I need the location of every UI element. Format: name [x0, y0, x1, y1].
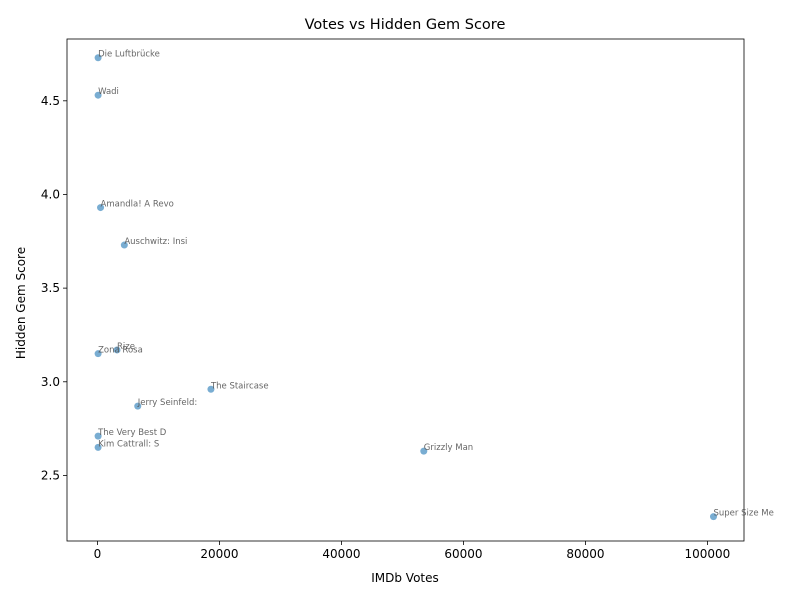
y-tick-label: 4.5	[41, 94, 60, 108]
data-point	[420, 447, 428, 455]
y-axis-label: Hidden Gem Score	[14, 247, 28, 359]
data-point	[94, 54, 102, 62]
x-axis-label: IMDb Votes	[371, 571, 439, 585]
point-label: Die Luftbrücke	[98, 50, 160, 60]
x-tick-label: 60000	[444, 547, 482, 561]
data-point	[94, 350, 102, 358]
point-label: Rize	[117, 342, 135, 352]
point-label: Wadi	[98, 87, 119, 97]
x-tick-label: 100000	[684, 547, 730, 561]
data-point	[120, 241, 128, 249]
point-label: Grizzly Man	[424, 443, 473, 453]
data-point	[113, 346, 121, 354]
point-label: Zona Rosa	[98, 346, 143, 356]
data-point	[207, 385, 215, 393]
data-point	[710, 513, 718, 521]
point-label: Auschwitz: Insi	[124, 237, 187, 247]
chart-title: Votes vs Hidden Gem Score	[305, 17, 506, 33]
point-label: Super Size Me	[714, 509, 774, 519]
data-point	[94, 443, 102, 451]
y-tick-label: 3.0	[41, 375, 60, 389]
x-tick-label: 20000	[200, 547, 238, 561]
x-tick-label: 40000	[322, 547, 360, 561]
y-tick-label: 4.0	[41, 187, 60, 201]
data-points: Die Luftbrücke Wadi Amandla! A Revo Auschwi…	[94, 50, 774, 521]
x-tick-label: 80000	[566, 547, 604, 561]
data-point	[134, 402, 142, 410]
x-axis: 0 20000 40000 60000 80000 100000	[94, 541, 730, 561]
point-label: The Staircase	[210, 381, 269, 391]
y-tick-label: 3.5	[41, 281, 60, 295]
data-point	[97, 204, 105, 212]
data-point	[94, 91, 102, 99]
point-label: Amandla! A Revo	[101, 200, 174, 210]
point-label: The Very Best D	[97, 428, 167, 438]
point-label: Kim Cattrall: S	[98, 439, 159, 449]
plot-area	[66, 38, 745, 542]
x-tick-label: 0	[94, 547, 102, 561]
y-axis: 2.5 3.0 3.5 4.0 4.5	[41, 94, 67, 482]
data-point	[94, 432, 102, 440]
point-label: Jerry Seinfeld:	[137, 398, 198, 408]
y-tick-label: 2.5	[41, 468, 60, 482]
